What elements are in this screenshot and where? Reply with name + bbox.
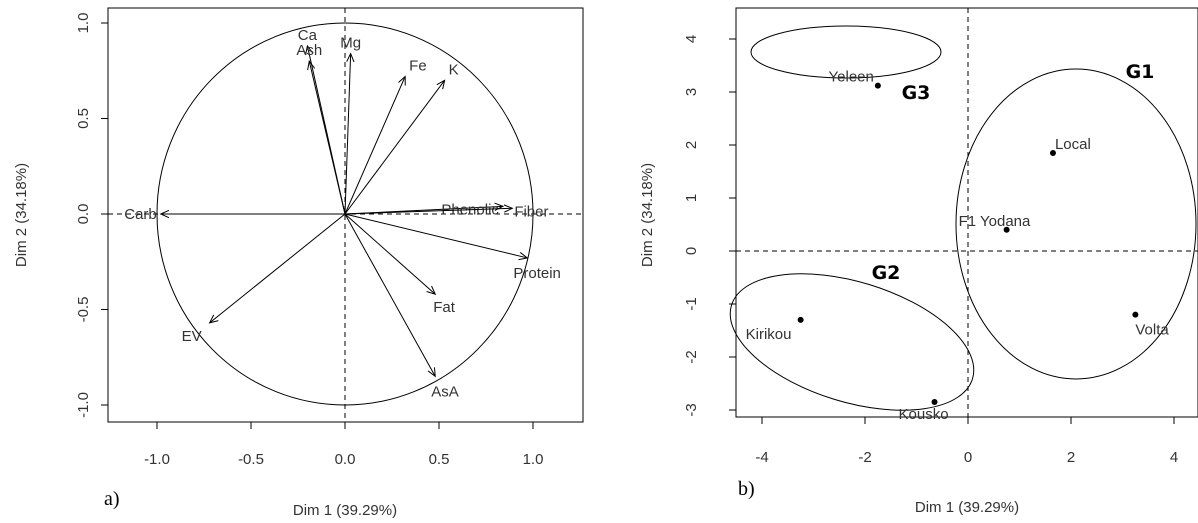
point-label-volta: Volta xyxy=(1135,322,1169,339)
vector-protein xyxy=(345,214,527,258)
y-tick-label-b: 0 xyxy=(683,247,700,255)
x-tick-label-a: -1.0 xyxy=(144,451,170,468)
y-tick-label-b: 4 xyxy=(683,35,700,43)
point-label-yeleen: Yeleen xyxy=(829,69,874,86)
panel-a-label: a) xyxy=(104,488,120,510)
panel-a-x-axis-title: Dim 1 (39.29%) xyxy=(293,502,397,519)
vector-fat xyxy=(345,214,435,294)
panel-b-y-axis-title: Dim 2 (34.18%) xyxy=(639,163,656,267)
y-tick-label-a: -0.5 xyxy=(75,297,92,323)
x-tick-label-a: -0.5 xyxy=(238,451,264,468)
y-tick-label-b: -1 xyxy=(683,297,700,310)
y-tick-label-b: -2 xyxy=(683,350,700,363)
group-label-g2: G2 xyxy=(872,262,901,284)
group-label-g3: G3 xyxy=(902,82,931,104)
vector-mg xyxy=(345,54,351,214)
arrowhead-asa xyxy=(428,367,435,376)
vector-label-ev: EV xyxy=(182,328,202,345)
group-ellipses xyxy=(714,26,1196,436)
point-volta xyxy=(1132,312,1138,318)
y-tick-label-b: 3 xyxy=(683,88,700,96)
panel-b-individuals-map: -4 -2 0 2 4 -3 -2 -1 0 1 2 3 4 Yeleen Local F1 Yodana V… xyxy=(639,8,1198,516)
y-tick-label-a: 0.0 xyxy=(75,204,92,225)
point-label-kirikou: Kirikou xyxy=(746,326,792,343)
panel-b-label: b) xyxy=(738,478,755,500)
point-yeleen xyxy=(875,83,881,89)
vector-ev xyxy=(210,214,345,323)
x-tick-label-b: 2 xyxy=(1067,449,1075,466)
y-tick-label-b: -3 xyxy=(683,403,700,416)
vector-label-mg: Mg xyxy=(340,35,361,52)
y-tick-label-a: 0.5 xyxy=(75,108,92,129)
x-tick-label-a: 0.5 xyxy=(429,451,450,468)
vector-label-asa: AsA xyxy=(431,383,459,400)
point-kousko xyxy=(932,399,938,405)
vector-label-ash: Ash xyxy=(296,42,322,59)
vector-asa xyxy=(345,214,435,376)
y-tick-label-b: 1 xyxy=(683,194,700,202)
y-tick-label-b: 2 xyxy=(683,141,700,149)
panel-b-ticks: -4 -2 0 2 4 -3 -2 -1 0 1 2 3 4 xyxy=(683,35,1178,466)
vector-label-protein: Protein xyxy=(513,265,561,282)
x-tick-label-a: 1.0 xyxy=(523,451,544,468)
group-labels: G1 G2 G3 xyxy=(872,61,1155,284)
x-tick-label-a: 0.0 xyxy=(335,451,356,468)
point-label-f1-yodana: F1 Yodana xyxy=(959,213,1031,230)
vector-label-fe: Fe xyxy=(409,57,427,74)
y-tick-label-a: -1.0 xyxy=(75,392,92,418)
y-tick-label-a: 1.0 xyxy=(75,13,92,34)
panel-b-x-axis-title: Dim 1 (39.29%) xyxy=(915,499,1019,516)
x-tick-label-b: 0 xyxy=(964,449,972,466)
panel-a-ticks: -1.0 -0.5 0.0 0.5 1.0 -1.0 -0.5 0.0 0.5 1.0 xyxy=(75,13,543,468)
group-label-g1: G1 xyxy=(1126,61,1155,83)
panel-a-correlation-circle: -1.0 -0.5 0.0 0.5 1.0-1.0-0.50.00.51.0 CaAsh… xyxy=(13,8,583,519)
point-kirikou xyxy=(798,317,804,323)
vector-label-fat: Fat xyxy=(433,299,456,316)
vector-label-carb: Carb xyxy=(124,206,157,223)
point-label-kousko: Kousko xyxy=(899,406,949,423)
panel-a-y-axis-title: Dim 2 (34.18%) xyxy=(13,163,30,267)
vector-label-k: K xyxy=(449,61,459,78)
x-tick-label-b: 4 xyxy=(1170,449,1178,466)
x-tick-label-b: -4 xyxy=(755,449,768,466)
x-tick-label-b: -2 xyxy=(858,449,871,466)
point-label-local: Local xyxy=(1055,136,1091,153)
vector-ash xyxy=(309,61,345,214)
vector-label-fiber: Fiber xyxy=(514,203,548,220)
